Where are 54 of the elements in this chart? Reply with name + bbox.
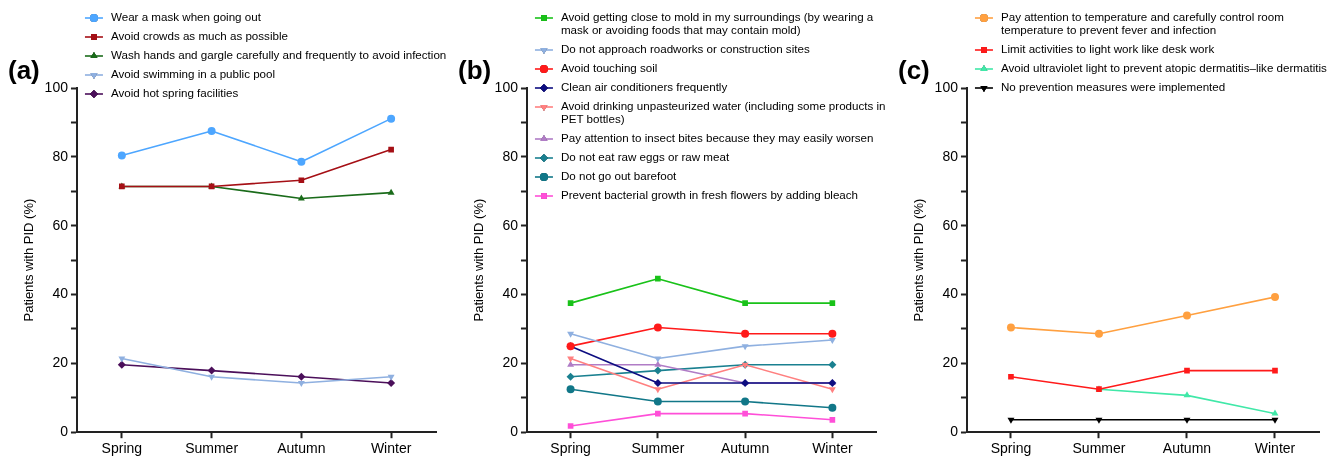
legend-label: Pay attention to temperature and carefully control room temperature to prevent fever and infection bbox=[1000, 10, 1284, 37]
x-tick-label: Winter bbox=[370, 440, 412, 457]
y-axis-title: Patients with PID (%) bbox=[21, 198, 37, 322]
y-tick-label: 80 bbox=[52, 147, 69, 164]
x-tick-label: Summer bbox=[1072, 440, 1126, 457]
y-axis-title: Patients with PID (%) bbox=[471, 198, 487, 322]
y-tick-label: 0 bbox=[950, 423, 959, 440]
chart-title: (c) bbox=[898, 55, 930, 86]
chart-title: (b) bbox=[458, 55, 492, 86]
legend-label: Wash hands and gargle carefully and frequently to avoid infection bbox=[110, 48, 447, 62]
legend-label: Avoid swimming in a public pool bbox=[110, 67, 276, 81]
y-tick-label: 40 bbox=[942, 285, 959, 302]
x-tick-label: Autumn bbox=[720, 440, 770, 457]
legend-label: Avoid touching soil bbox=[560, 61, 658, 75]
y-tick-label: 100 bbox=[494, 78, 519, 95]
y-tick-label: 20 bbox=[942, 354, 959, 371]
y-tick-label: 100 bbox=[934, 78, 959, 95]
legend-label: Limit activities to light work like desk work bbox=[1000, 42, 1215, 56]
x-tick-label: Winter bbox=[812, 440, 853, 457]
y-tick-label: 20 bbox=[52, 354, 69, 371]
legend-label: Avoid hot spring facilities bbox=[110, 86, 239, 100]
y-tick-label: 20 bbox=[502, 354, 519, 371]
y-tick-label: 0 bbox=[510, 423, 519, 440]
x-tick-label: Summer bbox=[631, 440, 685, 457]
x-tick-label: Spring bbox=[990, 440, 1032, 457]
legend-label: Avoid ultraviolet light to prevent atopic dermatitis–like dermatitis bbox=[1000, 61, 1328, 75]
y-axis-title: Patients with PID (%) bbox=[911, 198, 927, 322]
y-tick-label: 40 bbox=[52, 285, 69, 302]
chart-title: (a) bbox=[8, 55, 40, 86]
y-tick-label: 40 bbox=[502, 285, 519, 302]
x-tick-label: Spring bbox=[550, 440, 591, 457]
legend-label: Do not eat raw eggs or raw meat bbox=[560, 150, 730, 164]
y-tick-label: 60 bbox=[52, 216, 69, 233]
y-tick-label: 60 bbox=[942, 216, 959, 233]
x-tick-label: Autumn bbox=[1162, 440, 1212, 457]
x-tick-label: Spring bbox=[101, 440, 143, 457]
legend-label: Avoid drinking unpasteurized water (including some products in PET bottles) bbox=[560, 99, 886, 126]
y-tick-label: 100 bbox=[44, 78, 69, 95]
y-tick-label: 80 bbox=[502, 147, 519, 164]
legend-label: Do not go out barefoot bbox=[560, 169, 678, 183]
x-tick-label: Summer bbox=[185, 440, 239, 457]
legend-label: Wear a mask when going out bbox=[110, 10, 262, 24]
x-tick-label: Autumn bbox=[277, 440, 326, 457]
legend-label: Pay attention to insect bites because they may easily worsen bbox=[560, 131, 874, 145]
x-tick-label: Winter bbox=[1254, 440, 1296, 457]
legend-label: Avoid crowds as much as possible bbox=[110, 29, 288, 43]
legend-label: No prevention measures were implemented bbox=[1000, 80, 1226, 94]
legend-label: Avoid getting close to mold in my surroundings (by wearing a mask or avoiding foods that may contain mold) bbox=[560, 10, 874, 37]
y-tick-label: 0 bbox=[60, 423, 69, 440]
legend-label: Prevent bacterial growth in fresh flowers by adding bleach bbox=[560, 188, 859, 202]
y-tick-label: 60 bbox=[502, 216, 519, 233]
legend-label: Clean air conditioners frequently bbox=[560, 80, 728, 94]
y-tick-label: 80 bbox=[942, 147, 959, 164]
legend-label: Do not approach roadworks or construction sites bbox=[560, 42, 810, 56]
